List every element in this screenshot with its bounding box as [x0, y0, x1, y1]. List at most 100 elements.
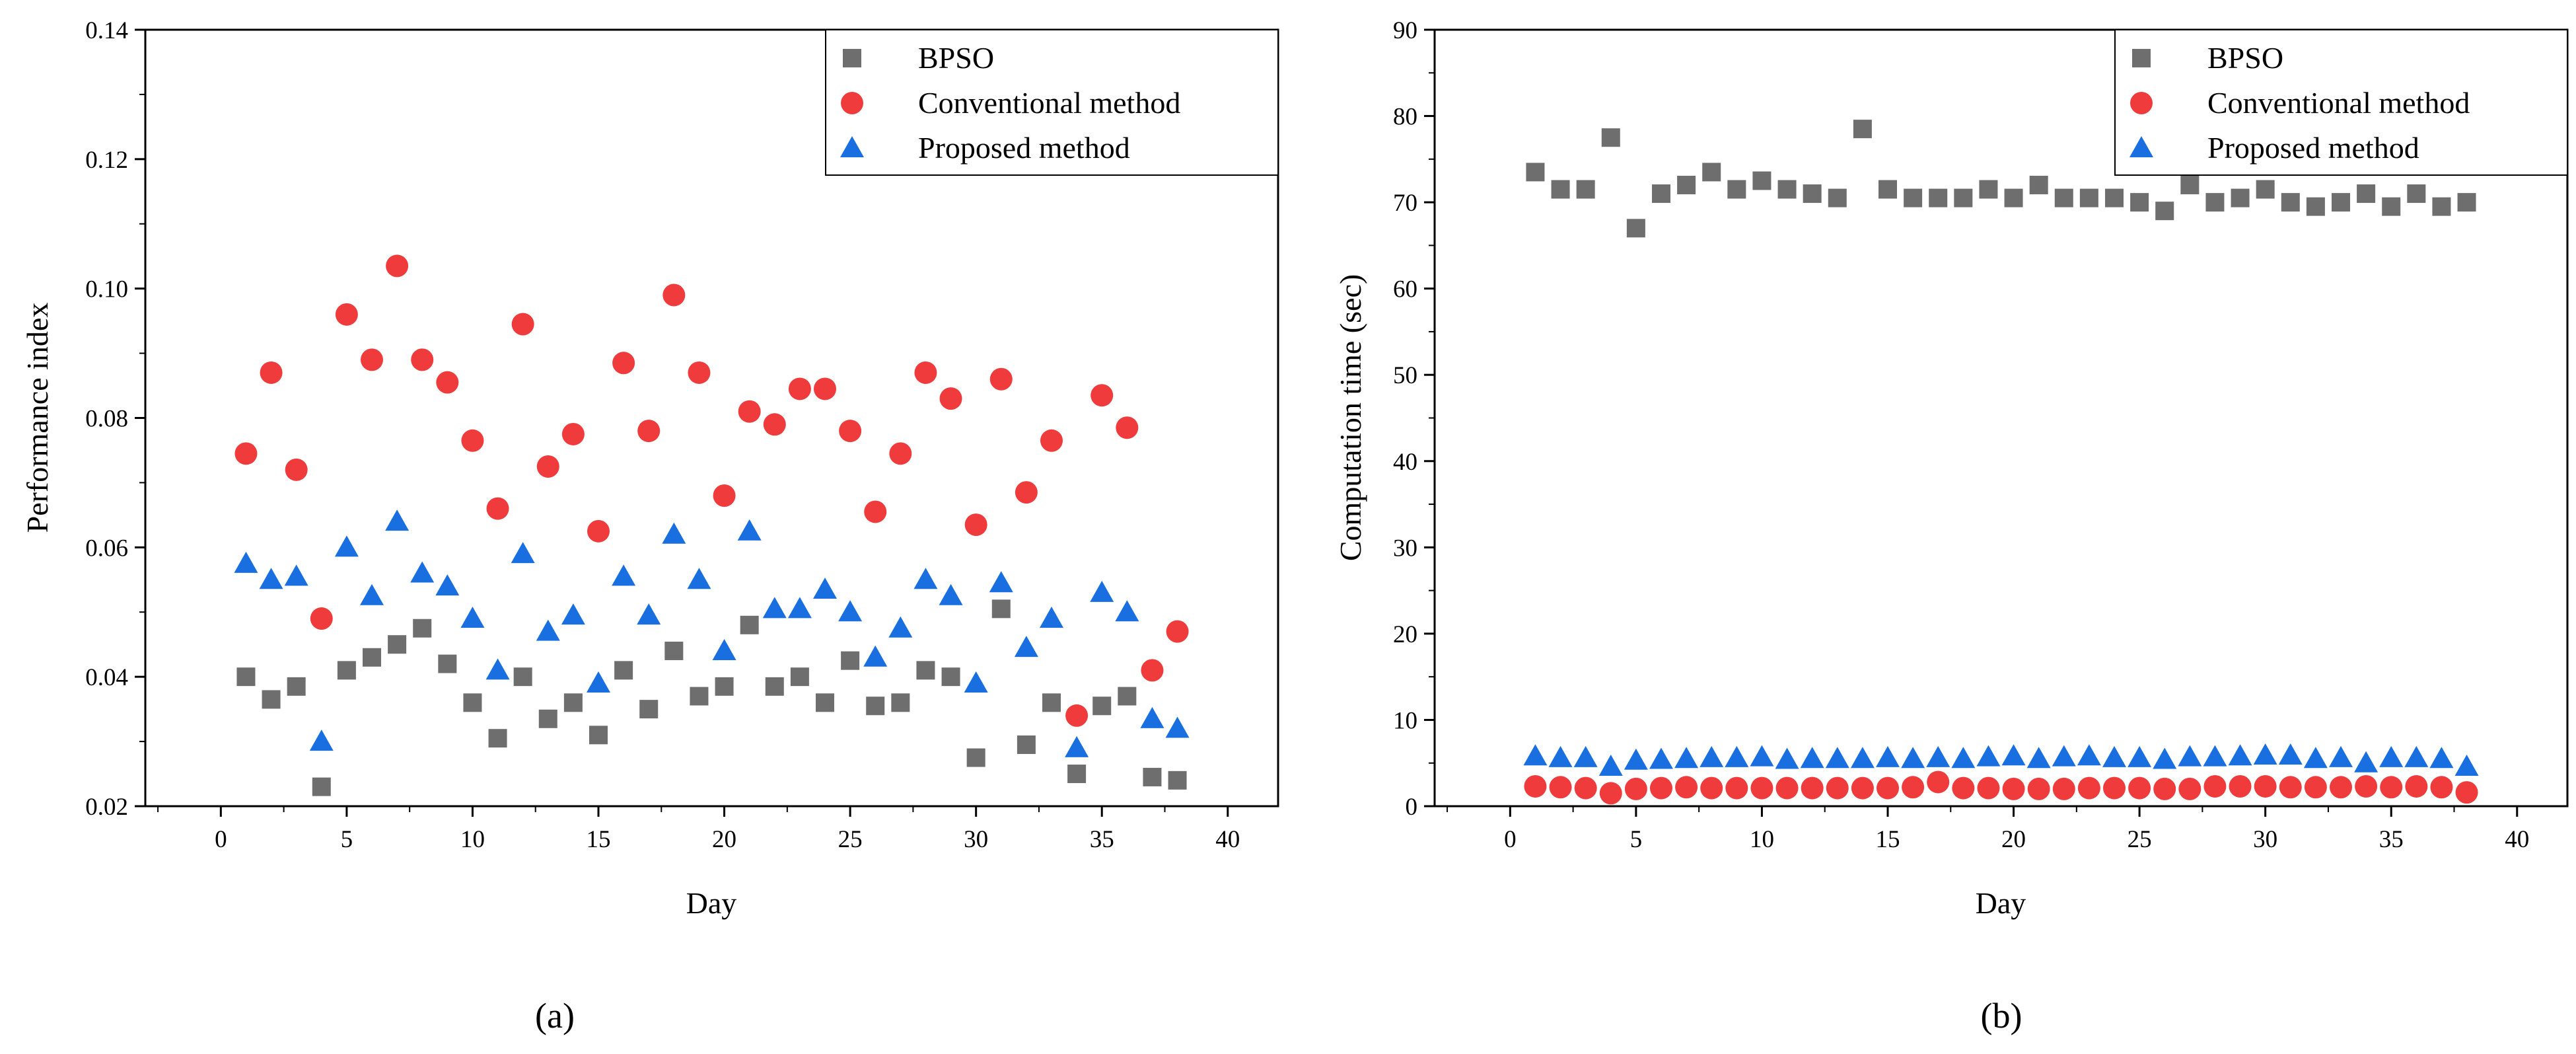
point-square-a	[664, 642, 684, 660]
point-square-a	[513, 667, 532, 687]
point-circle-a	[889, 442, 912, 465]
point-circle-a	[688, 361, 711, 384]
legend-label: Conventional method	[918, 86, 1180, 120]
legend-marker-square	[2132, 49, 2151, 67]
y-tick-label-b: 50	[1393, 362, 1417, 389]
y-tick-label-b: 10	[1393, 707, 1417, 734]
y-tick-label-b: 80	[1393, 104, 1417, 131]
point-circle-b	[1599, 782, 1622, 805]
point-triangle-a	[637, 603, 661, 625]
point-square-b	[2180, 176, 2200, 194]
point-square-b	[1551, 180, 1570, 199]
point-square-b	[2231, 188, 2250, 207]
point-circle-b	[2330, 776, 2352, 799]
point-triangle-b	[2278, 743, 2303, 765]
point-circle-b	[2052, 777, 2075, 800]
point-square-b	[2432, 197, 2451, 216]
panel-label-b: (b)	[1981, 996, 2022, 1035]
point-square-a	[438, 654, 457, 673]
point-triangle-a	[787, 597, 812, 619]
point-triangle-a	[737, 519, 762, 541]
point-circle-b	[1902, 776, 1925, 799]
point-circle-a	[536, 455, 559, 478]
point-square-a	[413, 619, 432, 638]
point-circle-a	[914, 361, 937, 384]
point-triangle-b	[1750, 745, 1774, 767]
x-tick-label-a: 20	[712, 826, 736, 853]
point-triangle-b	[1649, 747, 1673, 769]
y-tick-label-b: 40	[1393, 449, 1417, 476]
x-tick-label-b: 40	[2505, 826, 2529, 853]
legend-marker-triangle	[840, 136, 864, 157]
point-square-b	[2281, 193, 2300, 212]
legend-marker-circle	[2130, 92, 2153, 114]
point-circle-a	[1141, 659, 1164, 682]
point-triangle-b	[2102, 745, 2126, 767]
point-triangle-b	[2153, 747, 2177, 769]
point-triangle-b	[2329, 745, 2353, 767]
point-square-b	[2407, 184, 2426, 204]
point-triangle-a	[989, 571, 1013, 593]
point-circle-a	[561, 422, 585, 445]
point-circle-b	[1574, 776, 1597, 800]
point-circle-a	[1091, 384, 1114, 407]
x-tick-label-b: 35	[2379, 826, 2404, 853]
point-triangle-a	[687, 568, 711, 589]
y-tick-label-a: 0.10	[85, 276, 128, 303]
point-square-a	[1118, 687, 1137, 706]
point-triangle-b	[2077, 744, 2101, 766]
x-tick-label-b: 25	[2128, 826, 2152, 853]
point-square-a	[1143, 767, 1162, 786]
point-circle-b	[2178, 777, 2201, 800]
point-square-b	[2256, 180, 2275, 199]
point-triangle-b	[2303, 747, 2328, 769]
point-circle-b	[2203, 774, 2227, 798]
point-triangle-a	[762, 597, 787, 619]
point-square-a	[388, 635, 407, 654]
point-triangle-a	[888, 616, 913, 638]
point-triangle-a	[460, 607, 485, 628]
point-circle-b	[1952, 776, 1975, 800]
point-circle-b	[1775, 776, 1799, 800]
point-square-a	[1017, 735, 1036, 754]
point-square-a	[538, 709, 557, 728]
point-circle-b	[1801, 776, 1824, 800]
point-square-a	[287, 677, 306, 696]
point-triangle-b	[1598, 754, 1623, 776]
point-square-b	[1803, 184, 1822, 204]
point-square-a	[1168, 771, 1187, 790]
x-tick-label-b: 10	[1750, 826, 1774, 853]
legend-label: Conventional method	[2207, 86, 2470, 120]
point-circle-a	[461, 429, 484, 452]
x-axis-title-a: Day	[686, 886, 737, 920]
point-square-b	[1702, 163, 1721, 182]
point-triangle-a	[259, 568, 283, 589]
point-square-a	[563, 693, 583, 712]
point-square-b	[1904, 188, 1923, 207]
point-circle-b	[1700, 776, 1723, 800]
point-triangle-b	[2454, 754, 2479, 776]
point-triangle-a	[334, 535, 359, 557]
point-square-b	[2155, 202, 2174, 221]
point-triangle-a	[511, 542, 535, 564]
point-triangle-b	[2228, 744, 2252, 766]
y-tick-label-a: 0.04	[85, 664, 128, 691]
y-tick-label-b: 90	[1393, 17, 1417, 44]
point-square-b	[2029, 176, 2048, 194]
point-circle-a	[411, 348, 434, 371]
point-circle-a	[939, 387, 962, 410]
point-circle-a	[285, 458, 308, 481]
point-square-b	[1526, 163, 1545, 182]
point-square-a	[866, 696, 885, 716]
point-circle-b	[2405, 774, 2428, 798]
point-triangle-a	[385, 509, 410, 531]
x-tick-label-a: 0	[215, 826, 227, 853]
point-square-b	[1954, 188, 1973, 207]
point-triangle-b	[1825, 747, 1849, 769]
point-circle-b	[2279, 776, 2302, 799]
point-square-b	[1677, 176, 1696, 194]
point-square-b	[1752, 171, 1771, 190]
point-triangle-a	[1140, 706, 1164, 728]
point-circle-a	[637, 420, 661, 443]
